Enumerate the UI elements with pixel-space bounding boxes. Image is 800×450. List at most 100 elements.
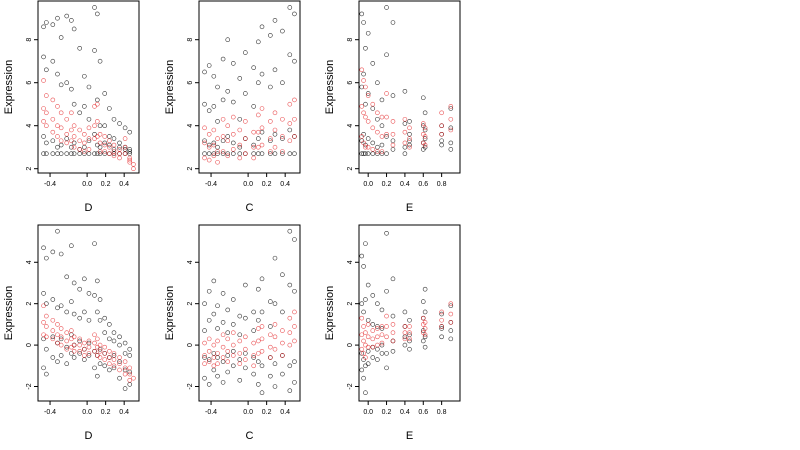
data-point bbox=[363, 101, 368, 107]
data-point bbox=[97, 355, 103, 360]
data-point bbox=[122, 365, 128, 371]
x-axis-title: C bbox=[246, 202, 254, 214]
data-point bbox=[375, 110, 380, 116]
data-point bbox=[97, 297, 103, 302]
data-point bbox=[370, 344, 376, 350]
x-tick-label: 0.4 bbox=[280, 181, 290, 188]
data-point bbox=[64, 330, 70, 335]
y-tick-label: 2 bbox=[187, 167, 194, 171]
data-point bbox=[102, 91, 108, 96]
y-tick-label: 8 bbox=[26, 38, 33, 42]
data-point bbox=[77, 315, 82, 321]
data-point bbox=[359, 84, 365, 90]
data-point bbox=[422, 344, 428, 350]
data-point bbox=[95, 336, 100, 342]
data-point bbox=[292, 58, 297, 64]
data-point bbox=[363, 390, 368, 396]
y-axis-title: Expression bbox=[324, 286, 336, 340]
data-point bbox=[215, 361, 220, 367]
data-point bbox=[243, 91, 248, 96]
data-point bbox=[64, 116, 70, 122]
data-point bbox=[122, 371, 128, 377]
data-point bbox=[86, 353, 92, 358]
data-point bbox=[211, 153, 217, 159]
data-point bbox=[251, 155, 256, 161]
data-point bbox=[117, 140, 122, 146]
data-point bbox=[420, 338, 426, 344]
data-point bbox=[215, 144, 220, 150]
data-point bbox=[44, 324, 49, 329]
data-point bbox=[122, 351, 128, 356]
x-tick-label: 0.2 bbox=[382, 181, 392, 188]
data-point bbox=[111, 142, 117, 148]
data-point bbox=[211, 367, 217, 373]
data-point bbox=[407, 330, 412, 335]
data-point bbox=[202, 125, 207, 131]
data-point bbox=[230, 349, 236, 354]
data-point bbox=[111, 357, 117, 362]
data-point bbox=[237, 151, 243, 156]
data-point bbox=[259, 336, 265, 342]
data-point bbox=[102, 357, 108, 362]
data-point bbox=[407, 317, 412, 323]
data-point bbox=[102, 149, 108, 154]
data-point bbox=[55, 228, 60, 234]
data-point bbox=[92, 136, 97, 141]
data-point bbox=[390, 313, 396, 319]
x-tick-label: 0.4 bbox=[280, 409, 290, 416]
data-point bbox=[230, 61, 236, 66]
data-point bbox=[215, 151, 220, 156]
data-point bbox=[92, 151, 97, 156]
data-point bbox=[379, 97, 385, 103]
data-point bbox=[69, 351, 74, 356]
data-point bbox=[402, 144, 408, 150]
data-point bbox=[268, 84, 273, 90]
data-point bbox=[256, 39, 261, 45]
x-tick-label: 0.2 bbox=[262, 409, 272, 416]
x-axis-title: E bbox=[406, 202, 413, 214]
data-point bbox=[243, 136, 248, 141]
data-point bbox=[111, 363, 117, 369]
data-point bbox=[69, 138, 74, 144]
data-point bbox=[44, 93, 49, 98]
data-point bbox=[256, 317, 261, 323]
data-point bbox=[95, 142, 100, 148]
data-point bbox=[202, 155, 207, 161]
data-point bbox=[111, 365, 117, 371]
series-0 bbox=[359, 230, 454, 396]
data-point bbox=[58, 142, 64, 148]
data-point bbox=[359, 315, 365, 321]
x-tick-label: 0.4 bbox=[400, 409, 410, 416]
data-point bbox=[365, 344, 371, 350]
plot-frame bbox=[198, 0, 301, 174]
data-point bbox=[95, 353, 100, 358]
data-point bbox=[361, 338, 366, 344]
data-point bbox=[77, 147, 82, 152]
data-point bbox=[268, 33, 273, 38]
data-point bbox=[230, 297, 236, 302]
data-point bbox=[111, 338, 117, 344]
series-0 bbox=[202, 228, 297, 396]
data-point bbox=[359, 104, 365, 109]
data-point bbox=[280, 28, 285, 34]
y-tick-label: 0 bbox=[26, 343, 33, 347]
data-point bbox=[50, 151, 56, 156]
data-point bbox=[384, 91, 389, 96]
data-point bbox=[361, 20, 366, 25]
data-point bbox=[220, 332, 226, 338]
x-tick-label: 0.6 bbox=[418, 409, 428, 416]
x-axis-title: E bbox=[406, 430, 413, 442]
data-point bbox=[107, 355, 112, 360]
data-point bbox=[390, 20, 396, 25]
data-point bbox=[259, 324, 265, 329]
data-point bbox=[384, 132, 389, 137]
data-point bbox=[58, 336, 64, 342]
data-point bbox=[237, 377, 243, 383]
x-tick-label: 0.0 bbox=[363, 409, 373, 416]
x-tick-label: 0.0 bbox=[363, 181, 373, 188]
data-point bbox=[64, 309, 70, 315]
data-point bbox=[82, 73, 87, 79]
data-point bbox=[97, 132, 103, 137]
series-0 bbox=[202, 5, 297, 156]
data-point bbox=[111, 136, 117, 141]
